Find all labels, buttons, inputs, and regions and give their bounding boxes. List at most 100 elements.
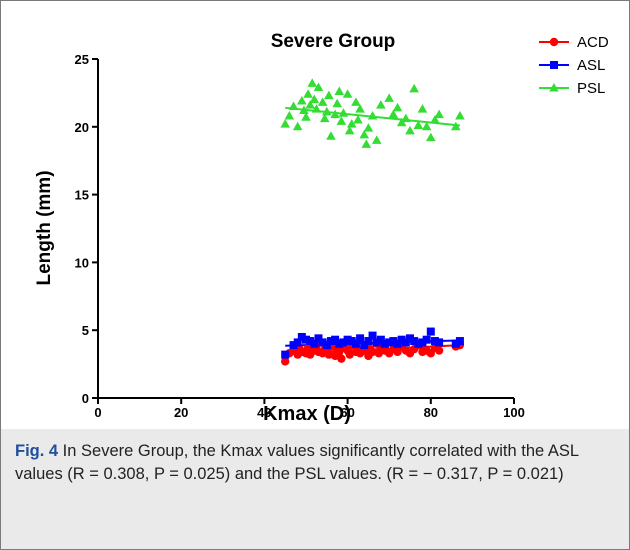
data-point-asl [376, 335, 385, 344]
data-point-asl [351, 339, 360, 348]
data-point-psl [401, 113, 411, 123]
data-point-psl [313, 82, 324, 91]
data-point-psl [336, 116, 347, 125]
x-tick-label: 0 [94, 405, 101, 420]
data-point-asl [281, 350, 290, 359]
data-point-asl [331, 335, 340, 344]
data-point-psl [311, 104, 322, 113]
data-point-asl [326, 337, 335, 346]
data-point-asl [368, 331, 377, 340]
data-point-psl [355, 104, 365, 113]
data-point-psl [384, 93, 394, 102]
data-point-asl [401, 338, 410, 347]
x-tick-label: 60 [340, 405, 354, 420]
data-point-asl [430, 337, 439, 346]
data-point-psl [413, 120, 424, 129]
x-tick-label: 80 [424, 405, 438, 420]
legend-marker-acd [549, 37, 559, 47]
data-point-asl [381, 339, 390, 348]
y-tick-label: 25 [75, 52, 89, 67]
data-point-asl [318, 338, 327, 347]
caption-label: Fig. 4 [15, 442, 59, 460]
data-point-asl [289, 341, 298, 350]
data-point-psl [332, 98, 342, 108]
data-point-psl [363, 123, 374, 132]
data-point-psl [309, 94, 320, 104]
data-point-asl [422, 335, 431, 344]
legend: ACD ASL PSL [539, 34, 609, 97]
data-point-psl [409, 83, 419, 93]
data-point-acd [368, 347, 377, 357]
data-point-psl [338, 108, 349, 117]
data-point-asl [322, 341, 331, 350]
data-point-asl [347, 337, 356, 346]
data-point-asl [393, 339, 402, 348]
data-point-psl [367, 110, 378, 120]
chart-title: Severe Group [271, 31, 396, 52]
data-point-acd [324, 350, 334, 359]
legend-label-asl: ASL [577, 57, 605, 74]
x-tick-label: 40 [257, 405, 271, 420]
data-point-psl [330, 109, 340, 119]
data-point-psl [346, 119, 357, 128]
data-point-psl [392, 102, 403, 112]
data-point-asl [372, 338, 381, 347]
y-axis-label: Length (mm) [34, 170, 55, 285]
data-point-asl [302, 335, 310, 344]
data-point-psl [388, 109, 399, 119]
data-point-psl [319, 113, 330, 123]
data-point-asl [310, 339, 319, 348]
data-point-psl [344, 125, 355, 135]
data-point-asl [410, 337, 419, 346]
y-tick-label: 20 [75, 120, 89, 135]
data-point-psl [359, 129, 370, 139]
axes: 0 20 40 60 80 100 0 5 10 15 20 25 [75, 52, 525, 420]
data-point-asl [451, 339, 460, 348]
data-point-acd [281, 357, 290, 366]
data-point-asl [297, 332, 306, 341]
data-point-psl [421, 121, 432, 131]
data-point-psl [334, 86, 345, 96]
data-point-psl [426, 132, 436, 142]
y-tick-label: 15 [75, 188, 89, 203]
legend-label-psl: PSL [577, 80, 605, 97]
data-point-psl [305, 100, 315, 109]
data-point-asl [414, 339, 423, 348]
data-point-psl [450, 121, 461, 131]
data-point-psl [434, 109, 444, 119]
data-point-psl [301, 112, 311, 121]
data-point-psl [322, 106, 332, 116]
x-tick-label: 100 [503, 405, 525, 420]
data-point-psl [297, 96, 307, 105]
data-point-asl [389, 337, 398, 346]
data-point-asl [397, 335, 406, 344]
scatter-chart: Severe Group Length (mm) Kmax (D) 0 20 40 6… [34, 31, 609, 425]
data-point-psl [324, 90, 334, 100]
data-point-asl [343, 335, 352, 344]
data-point-psl [455, 110, 465, 120]
data-points [280, 78, 465, 366]
data-point-psl [351, 97, 361, 106]
x-tick-label: 20 [174, 405, 188, 420]
data-point-acd [434, 346, 444, 355]
data-point-psl [280, 119, 290, 128]
data-point-asl [406, 334, 414, 343]
data-point-psl [353, 115, 363, 124]
data-point-psl [288, 101, 299, 110]
data-point-psl [376, 100, 386, 109]
data-point-asl [426, 327, 435, 336]
data-point-asl [314, 334, 323, 343]
legend-marker-asl [550, 61, 558, 69]
data-point-psl [317, 97, 328, 106]
legend-label-acd: ACD [577, 34, 609, 51]
data-point-psl [292, 121, 303, 131]
data-point-asl [360, 341, 369, 350]
data-point-psl [361, 139, 372, 148]
data-point-asl [364, 337, 373, 346]
data-point-asl [306, 337, 315, 346]
figure-caption: Fig. 4 In Severe Group, the Kmax values … [1, 429, 629, 549]
data-point-psl [417, 104, 428, 113]
data-point-asl [385, 338, 394, 347]
data-point-asl [335, 339, 344, 348]
